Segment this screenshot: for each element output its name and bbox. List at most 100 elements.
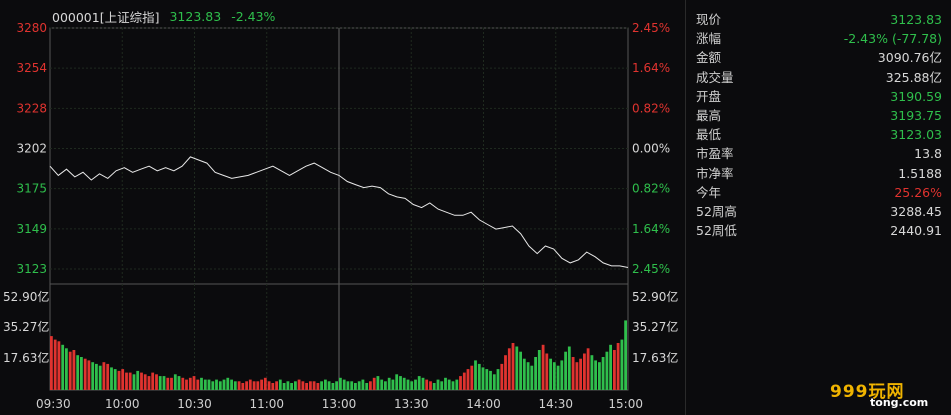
- volume-bar: [290, 383, 293, 390]
- intraday-chart-panel: 000001[上证综指] 3123.83 -2.43% 3280 2.45% 325…: [0, 0, 685, 415]
- volume-bar: [387, 377, 391, 390]
- quote-row: 最高 3193.75: [696, 106, 942, 125]
- volume-right-label: 17.63亿: [632, 350, 678, 365]
- quote-value: 325.88亿: [885, 69, 942, 85]
- volume-bar: [350, 381, 354, 390]
- x-axis-tick: 13:30: [394, 397, 429, 411]
- volume-bar: [327, 381, 331, 390]
- x-axis-tick: 14:30: [538, 397, 573, 411]
- quote-row: 金额 3090.76亿: [696, 48, 942, 67]
- volume-bar: [391, 379, 395, 390]
- volume-bar: [481, 367, 485, 390]
- y-left-tick: 3254: [16, 61, 47, 75]
- volume-bar: [136, 370, 140, 390]
- quote-value: 3193.75: [890, 107, 942, 123]
- volume-bar: [470, 365, 474, 390]
- volume-bar: [567, 346, 571, 390]
- quote-row: 涨幅 -2.43% (-77.78): [696, 29, 942, 48]
- y-right-tick: 1.64%: [632, 61, 670, 75]
- volume-bar: [541, 344, 545, 390]
- x-axis-tick: 15:00: [608, 397, 643, 411]
- volume-bar: [579, 358, 582, 390]
- volume-bar: [624, 320, 627, 390]
- y-right-tick: 2.45%: [632, 21, 670, 35]
- quote-row: 成交量 325.88亿: [696, 68, 942, 87]
- quote-label: 今年: [696, 184, 722, 200]
- volume-bar: [372, 377, 376, 390]
- volume-bar: [339, 377, 342, 390]
- volume-bar: [534, 357, 537, 390]
- volume-bar: [181, 377, 185, 390]
- quote-row: 开盘 3190.59: [696, 87, 942, 106]
- volume-bar: [173, 374, 177, 390]
- volume-bar: [121, 369, 125, 390]
- quote-row: 市净率 1.5188: [696, 164, 942, 183]
- volume-bar: [384, 381, 387, 390]
- volume-bar: [211, 381, 215, 390]
- volume-bar: [98, 365, 102, 390]
- volume-bar: [459, 376, 462, 390]
- volume-bar: [346, 381, 350, 390]
- intraday-chart[interactable]: 3280 2.45% 3254 1.64% 3228 0.82% 3202 0.00% 3175…: [0, 0, 685, 415]
- volume-bar: [278, 379, 282, 390]
- volume-bar: [260, 379, 263, 390]
- volume-bar: [207, 379, 211, 390]
- volume-bar: [342, 379, 346, 390]
- volume-bar: [80, 357, 83, 390]
- y-right-tick: 2.45%: [632, 262, 670, 276]
- volume-bar: [65, 348, 68, 390]
- volume-bar: [365, 383, 369, 390]
- volume-bar: [399, 376, 402, 390]
- volume-bar: [410, 381, 414, 390]
- volume-bar: [380, 379, 384, 390]
- volume-bar: [271, 383, 275, 390]
- volume-bar: [402, 377, 406, 390]
- volume-bar: [432, 383, 436, 390]
- volume-bar: [61, 344, 65, 390]
- volume-bar: [196, 379, 200, 390]
- quote-label: 成交量: [696, 69, 734, 85]
- volume-bar: [530, 365, 534, 390]
- quote-value: 3190.59: [890, 88, 942, 104]
- volume-bar: [425, 379, 429, 390]
- quote-label: 金额: [696, 50, 722, 66]
- volume-bar: [151, 372, 155, 390]
- volume-bar: [91, 362, 95, 390]
- volume-bar: [537, 350, 541, 390]
- volume-bar: [522, 358, 526, 390]
- quote-value: 3123.03: [890, 127, 942, 143]
- volume-bar: [414, 379, 417, 390]
- quote-row: 52周低 2440.91: [696, 221, 942, 240]
- volume-bar: [320, 381, 323, 390]
- volume-bar: [233, 381, 237, 390]
- quote-label: 最高: [696, 107, 722, 123]
- volume-bar: [545, 353, 549, 390]
- volume-bar: [601, 357, 605, 390]
- volume-bar: [609, 344, 612, 390]
- volume-bar: [583, 353, 586, 390]
- volume-bar: [316, 383, 320, 390]
- index-price: 3123.83: [169, 8, 222, 24]
- volume-bar: [76, 355, 80, 390]
- y-left-tick: 3175: [16, 182, 47, 196]
- volume-bar: [549, 358, 552, 390]
- quote-label: 52周高: [696, 203, 737, 219]
- volume-bar: [331, 383, 335, 390]
- volume-bar: [485, 369, 489, 390]
- quote-row: 52周高 3288.45: [696, 202, 942, 221]
- quote-value: 1.5188: [898, 165, 942, 181]
- volume-left-label: 52.90亿: [3, 289, 49, 304]
- volume-bar: [504, 355, 507, 390]
- volume-right-label: 52.90亿: [632, 289, 678, 304]
- index-code-label: 000001[上证综指]: [52, 9, 160, 25]
- y-left-tick: 3149: [16, 222, 47, 236]
- quote-label: 市净率: [696, 165, 734, 181]
- quote-value: 3123.83: [890, 12, 942, 27]
- volume-bar: [564, 351, 567, 390]
- y-right-tick: 0.00%: [632, 142, 670, 156]
- volume-bar: [245, 381, 248, 390]
- volume-bar: [417, 376, 421, 390]
- volume-bar: [241, 383, 245, 390]
- volume-bar: [230, 379, 233, 390]
- logo-sub-text: tong.com: [870, 396, 929, 409]
